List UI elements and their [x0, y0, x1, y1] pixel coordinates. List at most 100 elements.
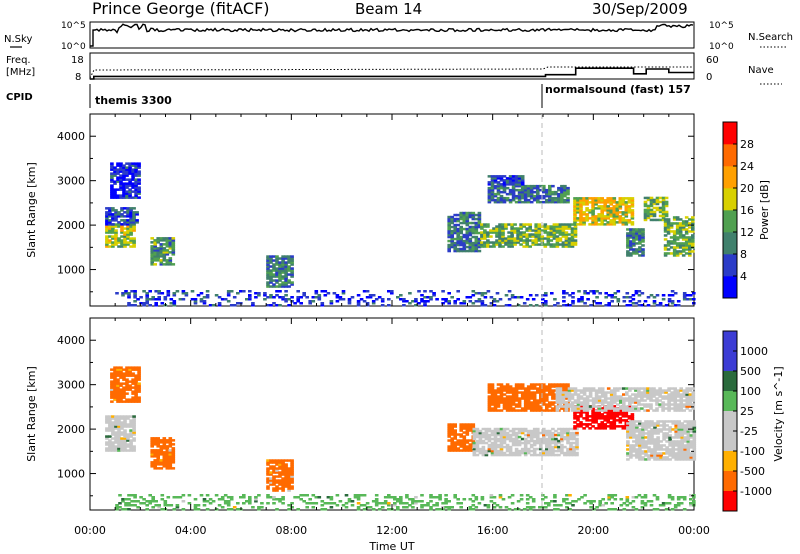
data-cell: [609, 209, 613, 212]
data-cell: [128, 190, 132, 193]
data-cell: [153, 443, 157, 446]
data-cell: [480, 231, 484, 234]
data-cell: [272, 285, 276, 288]
data-cell: [137, 180, 141, 183]
data-cell: [591, 425, 595, 428]
data-cell: [459, 425, 463, 428]
data-cell: [116, 164, 120, 167]
data-cell: [653, 452, 657, 455]
data-cell: [168, 459, 173, 462]
data-cell: [184, 292, 189, 295]
data-cell: [675, 230, 680, 233]
data-cell: [597, 395, 602, 398]
data-cell: [626, 436, 630, 439]
data-cell: [453, 443, 457, 446]
data-cell: [438, 496, 442, 499]
data-cell: [671, 450, 675, 453]
data-cell: [542, 431, 546, 435]
data-cell: [220, 506, 225, 509]
data-cell: [471, 241, 476, 245]
data-cell: [423, 302, 427, 305]
data-cell: [137, 188, 141, 191]
data-cell: [487, 427, 492, 431]
data-cell: [673, 504, 678, 507]
data-cell: [637, 294, 642, 297]
data-cell: [632, 248, 636, 251]
data-cell: [691, 399, 696, 402]
data-cell: [474, 213, 479, 217]
data-cell: [477, 217, 482, 221]
data-cell: [563, 427, 567, 431]
data-cell: [490, 437, 495, 441]
data-cell: [275, 481, 279, 484]
data-cell: [153, 247, 157, 250]
data-cell: [110, 400, 114, 403]
data-cell: [523, 453, 528, 457]
data-cell: [490, 391, 495, 394]
data-cell: [119, 370, 123, 373]
data-cell: [689, 440, 694, 443]
data-cell: [163, 500, 168, 503]
data-cell: [519, 498, 524, 501]
data-cell: [478, 449, 483, 453]
data-cell: [626, 444, 630, 447]
data-cell: [450, 221, 454, 225]
data-cell: [573, 235, 578, 238]
data-cell: [680, 432, 684, 435]
data-cell: [635, 252, 639, 255]
data-cell: [287, 485, 291, 488]
data-cell: [114, 445, 118, 448]
data-cell: [511, 399, 516, 402]
data-cell: [487, 433, 492, 437]
data-cell: [612, 219, 617, 222]
data-cell: [532, 441, 537, 445]
data-cell: [689, 434, 694, 437]
data-cell: [573, 387, 578, 390]
data-cell: [655, 389, 659, 392]
data-cell: [606, 221, 610, 224]
data-cell: [508, 453, 513, 457]
data-cell: [462, 247, 467, 251]
data-cell: [481, 451, 486, 455]
data-cell: [347, 298, 352, 301]
data-cell: [531, 229, 535, 232]
data-cell: [638, 450, 642, 453]
data-cell: [665, 432, 669, 435]
data-cell: [662, 438, 666, 441]
data-cell: [134, 196, 138, 199]
data-cell: [555, 393, 560, 396]
data-cell: [532, 435, 537, 439]
data-cell: [564, 409, 569, 412]
data-cell: [456, 290, 460, 293]
data-cell: [544, 502, 548, 505]
data-cell: [628, 300, 633, 303]
data-cell: [523, 403, 528, 406]
data-cell: [600, 209, 604, 212]
data-cell: [525, 237, 529, 240]
data-cell: [214, 294, 219, 297]
data-cell: [641, 234, 645, 237]
data-cell: [272, 259, 276, 262]
data-cell: [632, 242, 636, 245]
data-cell: [564, 225, 569, 228]
data-cell: [471, 494, 476, 497]
data-cell: [157, 296, 161, 299]
data-cell: [510, 294, 515, 297]
data-cell: [594, 397, 599, 400]
data-cell: [548, 441, 552, 445]
data-cell: [162, 251, 167, 254]
data-cell: [126, 425, 130, 428]
data-cell: [680, 434, 684, 437]
data-cell: [676, 496, 681, 499]
data-cell: [632, 430, 636, 433]
data-cell: [347, 302, 352, 305]
data-cell: [609, 405, 614, 408]
data-cell: [616, 387, 620, 390]
data-cell: [661, 298, 666, 301]
data-cell: [604, 296, 608, 299]
data-cell: [110, 380, 114, 383]
data-cell: [168, 247, 173, 250]
data-cell: [632, 434, 636, 437]
data-cell: [546, 235, 551, 238]
data-cell: [523, 186, 528, 190]
